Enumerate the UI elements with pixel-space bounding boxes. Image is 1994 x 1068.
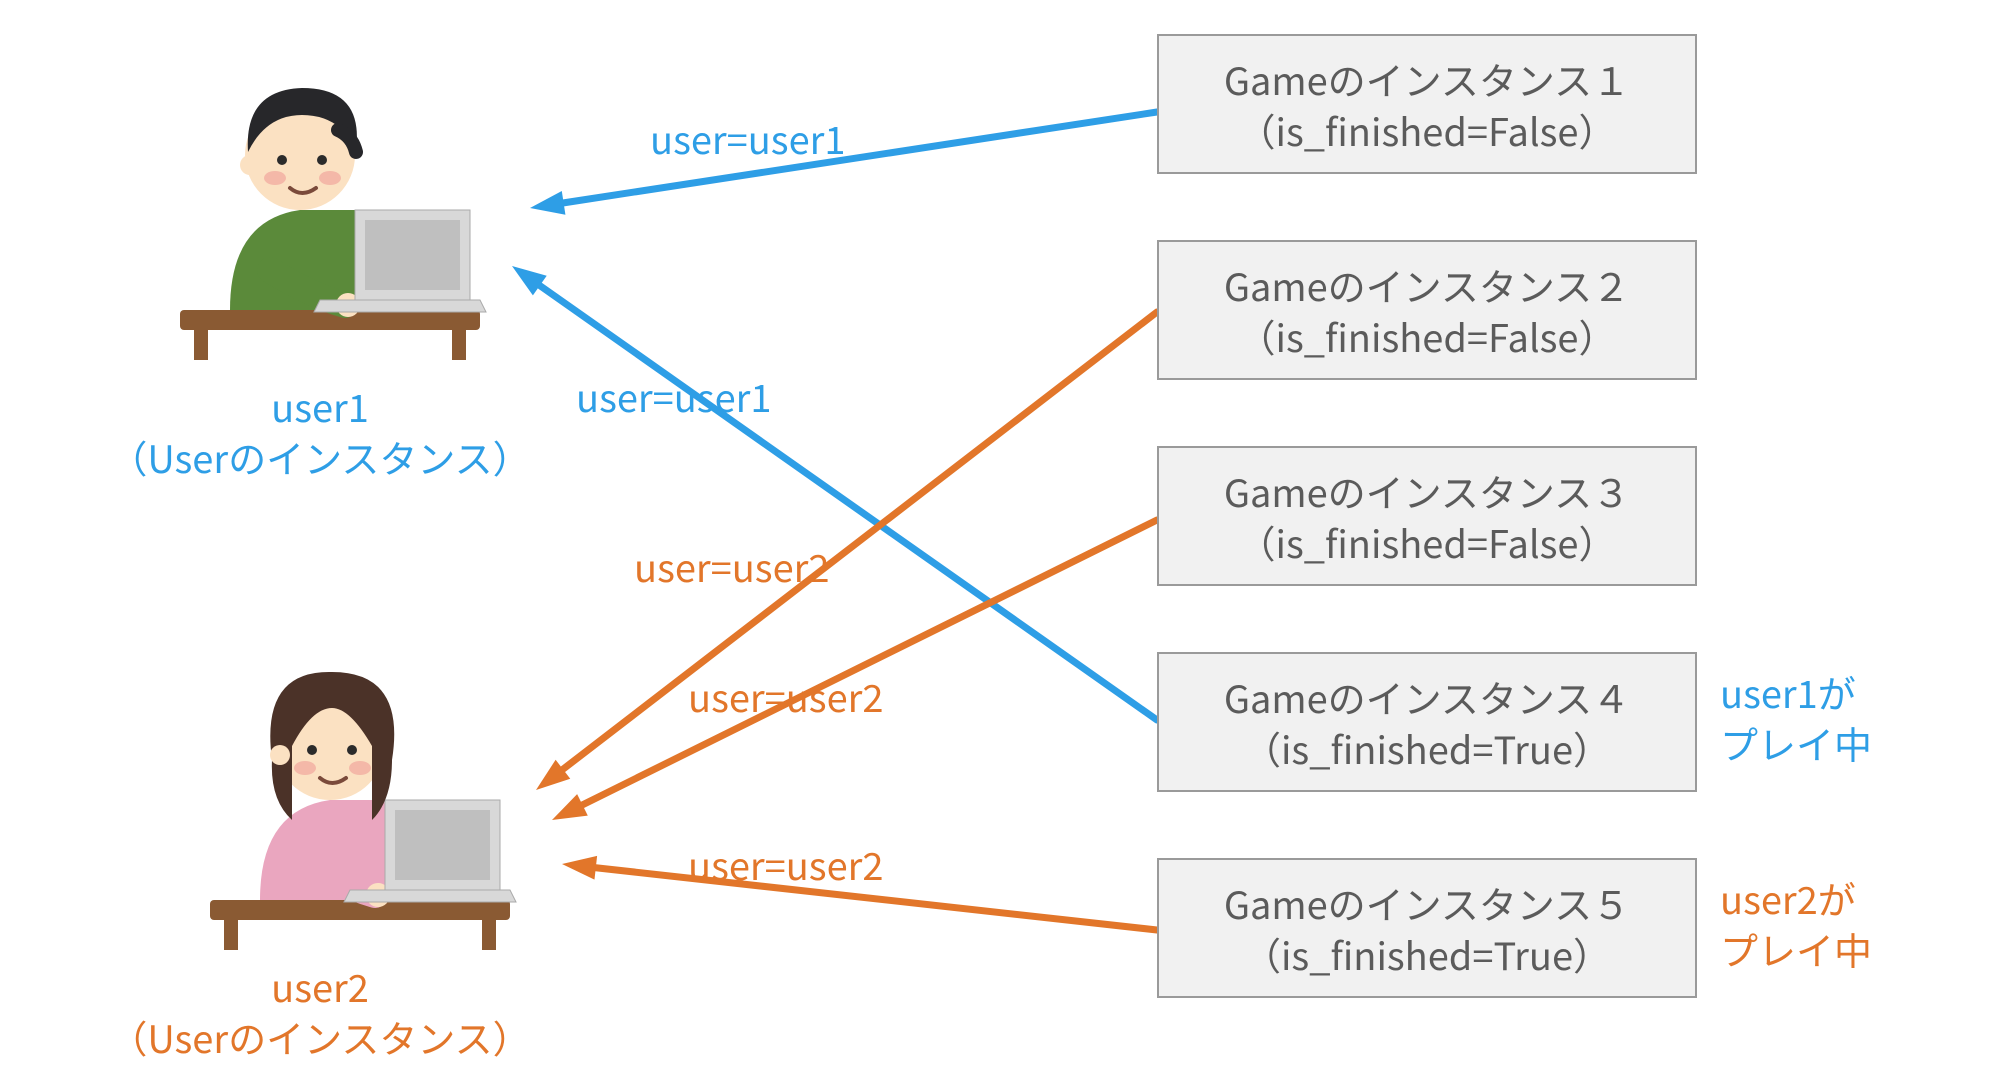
diagram-stage: Gameのインスタンス１（is_finished=False）Gameのインスタ…: [0, 0, 1994, 1068]
user-illustration: [170, 60, 490, 360]
edge-label: user=user2: [688, 836, 883, 891]
user-illustration: [200, 650, 520, 950]
side-note: user1がプレイ中: [1720, 666, 1872, 769]
user-caption: user1（Userのインスタンス）: [80, 380, 560, 483]
side-note-line: プレイ中: [1720, 923, 1872, 974]
edge-label: user=user1: [576, 368, 771, 423]
user-class-label: （Userのインスタンス）: [80, 1011, 560, 1062]
edge-arrowhead: [530, 191, 565, 215]
game-instance-box: Gameのインスタンス５（is_finished=True）: [1157, 858, 1697, 998]
person-at-laptop-icon: [170, 60, 490, 360]
user-caption: user2（Userのインスタンス）: [80, 960, 560, 1063]
game-box-title: Gameのインスタンス２: [1159, 259, 1695, 310]
game-instance-box: Gameのインスタンス３（is_finished=False）: [1157, 446, 1697, 586]
edge-arrowhead: [552, 794, 588, 820]
edge-arrowhead: [536, 760, 570, 790]
game-box-state: （is_finished=False）: [1159, 104, 1695, 155]
side-note: user2がプレイ中: [1720, 872, 1872, 975]
edge-arrowhead: [512, 266, 547, 295]
user-name-label: user1: [80, 380, 560, 431]
game-box-title: Gameのインスタンス５: [1159, 877, 1695, 928]
game-box-state: （is_finished=False）: [1159, 516, 1695, 567]
game-box-state: （is_finished=True）: [1159, 928, 1695, 979]
user-name-label: user2: [80, 960, 560, 1011]
game-box-title: Gameのインスタンス１: [1159, 53, 1695, 104]
game-box-title: Gameのインスタンス３: [1159, 465, 1695, 516]
game-box-title: Gameのインスタンス４: [1159, 671, 1695, 722]
side-note-line: user1が: [1720, 666, 1872, 717]
edge-line: [540, 286, 1157, 720]
person-at-laptop-icon: [200, 650, 520, 950]
side-note-line: プレイ中: [1720, 717, 1872, 768]
edge-label: user=user1: [650, 110, 845, 165]
game-box-state: （is_finished=False）: [1159, 310, 1695, 361]
game-instance-box: Gameのインスタンス４（is_finished=True）: [1157, 652, 1697, 792]
game-instance-box: Gameのインスタンス２（is_finished=False）: [1157, 240, 1697, 380]
game-box-state: （is_finished=True）: [1159, 722, 1695, 773]
edge-label: user=user2: [634, 538, 829, 593]
user-class-label: （Userのインスタンス）: [80, 431, 560, 482]
side-note-line: user2が: [1720, 872, 1872, 923]
game-instance-box: Gameのインスタンス１（is_finished=False）: [1157, 34, 1697, 174]
edge-label: user=user2: [688, 668, 883, 723]
edge-arrowhead: [562, 856, 597, 880]
